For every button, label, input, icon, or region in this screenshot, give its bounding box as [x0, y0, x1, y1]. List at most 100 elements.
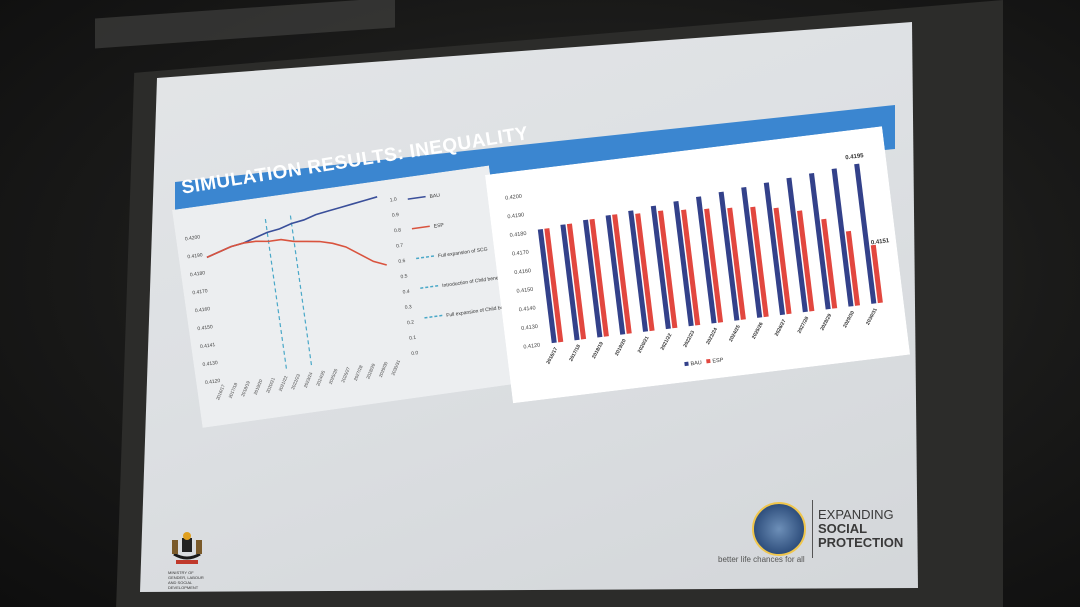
bar-esp — [704, 208, 724, 323]
bar-bau — [560, 224, 580, 341]
bar-esp — [566, 223, 587, 340]
bar-esp — [727, 207, 746, 320]
line-secondary-tick: 0.0 — [411, 350, 419, 357]
bar-bau — [582, 219, 603, 338]
line-legend-item: BAU — [407, 193, 441, 200]
line-y-tick: 0.4120 — [205, 378, 221, 386]
line-y-tick: 0.4130 — [202, 360, 218, 368]
logo-divider — [812, 500, 813, 558]
line-secondary-tick: 0.5 — [400, 273, 408, 280]
line-y-tick: 0.4180 — [190, 270, 206, 278]
bar-esp — [612, 214, 632, 334]
line-y-tick: 0.4170 — [192, 288, 208, 296]
line-legend-item: ESP — [411, 222, 445, 230]
bar-y-tick: 0.4150 — [516, 287, 533, 295]
bar-bau — [628, 210, 649, 332]
uganda-coat-of-arms-icon — [172, 532, 202, 564]
line-y-tick: 0.4150 — [197, 324, 213, 332]
bar-bau — [537, 228, 557, 344]
bar-esp — [657, 210, 678, 329]
logo-line2: SOCIAL — [818, 521, 868, 536]
line-x-tick: 2022/23 — [290, 373, 301, 390]
line-x-tick: 2026/27 — [340, 366, 351, 383]
bar-y-tick: 0.4160 — [514, 268, 531, 276]
line-secondary-tick: 0.1 — [409, 335, 417, 342]
line-dashed-marker — [289, 215, 313, 368]
bar-esp — [589, 218, 609, 337]
line-legend-swatch — [420, 284, 439, 289]
line-secondary-tick: 0.4 — [402, 289, 410, 296]
logo-line3: PROTECTION — [818, 535, 904, 550]
line-y-tick: 0.4141 — [200, 342, 216, 350]
bar-legend-label: ESP — [712, 357, 724, 364]
bar-legend-swatch — [706, 358, 711, 364]
bar-y-tick: 0.4130 — [521, 324, 538, 332]
line-legend-swatch — [407, 195, 426, 200]
people-icon — [752, 502, 806, 556]
line-secondary-tick: 0.7 — [396, 243, 404, 250]
line-secondary-tick: 0.3 — [404, 304, 412, 311]
bar-esp — [797, 210, 815, 312]
line-legend-label: BAU — [429, 193, 440, 200]
line-y-tick: 0.4200 — [185, 234, 201, 242]
line-secondary-tick: 1.0 — [389, 197, 397, 204]
bar-bau — [718, 191, 740, 321]
line-secondary-tick: 0.9 — [392, 212, 400, 219]
bar-y-tick: 0.4200 — [505, 194, 522, 202]
bar-bau — [605, 214, 626, 335]
bar-bau — [695, 196, 717, 324]
bar-y-tick: 0.4170 — [512, 250, 529, 258]
line-secondary-tick: 0.2 — [407, 319, 415, 326]
esp-logo: EXPANDING SOCIAL PROTECTION — [752, 500, 918, 570]
bar-esp — [821, 218, 838, 309]
line-dashed-marker — [264, 219, 288, 371]
line-x-tick: 2027/28 — [353, 364, 364, 381]
bar-legend-label: BAU — [690, 360, 702, 367]
line-legend-label: ESP — [433, 222, 444, 229]
bar-bau — [650, 205, 671, 330]
logo-line1: EXPANDING — [818, 507, 894, 522]
line-x-tick: 2030/31 — [390, 359, 401, 376]
line-secondary-tick: 0.6 — [398, 258, 406, 265]
bar-bau — [673, 200, 694, 327]
bar-legend: BAU ESP — [684, 357, 724, 367]
line-x-tick: 2024/25 — [315, 369, 326, 386]
bar-bau — [763, 182, 786, 316]
line-x-tick: 2018/19 — [240, 380, 251, 397]
line-x-tick: 2016/17 — [215, 383, 226, 400]
bar-bau — [808, 173, 831, 310]
bar-bau — [831, 168, 854, 307]
line-legend-swatch — [411, 225, 430, 230]
line-x-tick: 2019/20 — [253, 378, 264, 395]
bar-esp — [870, 244, 883, 304]
line-x-tick: 2025/26 — [328, 368, 339, 385]
line-y-tick: 0.4160 — [195, 306, 211, 314]
bar-data-label: 0.4195 — [845, 153, 865, 161]
line-x-tick: 2028/29 — [365, 362, 376, 379]
ministry-text: MINISTRY OF GENDER, LABOUR AND SOCIAL DE… — [168, 570, 204, 590]
bar-y-tick: 0.4120 — [523, 343, 540, 351]
bar-y-tick: 0.4180 — [509, 231, 526, 239]
bar-esp — [681, 209, 701, 326]
bar-esp — [544, 228, 564, 343]
line-y-tick: 0.4190 — [187, 252, 203, 260]
bar-y-tick: 0.4140 — [519, 305, 536, 313]
line-chart-bg — [172, 165, 520, 428]
logo-text: EXPANDING SOCIAL PROTECTION — [818, 508, 903, 550]
bar-bau — [854, 163, 877, 304]
bar-esp — [845, 230, 861, 306]
tagline: better life chances for all — [718, 555, 805, 564]
bar-esp — [750, 206, 769, 318]
line-secondary-tick: 0.8 — [394, 227, 402, 234]
bar-esp — [635, 213, 655, 332]
line-chart: 0.42000.41900.41800.41700.41600.41500.41… — [172, 165, 520, 428]
line-x-tick: 2029/30 — [378, 361, 389, 378]
bar-esp — [773, 207, 792, 315]
bar-y-tick: 0.4190 — [507, 212, 524, 220]
bar-chart: 0.4200 0.4190 0.4180 0.4170 0.4160 0.4150 0.41… — [485, 126, 911, 404]
line-x-tick: 2020/21 — [265, 376, 276, 393]
bar-bau — [741, 187, 763, 318]
line-x-tick: 2021/22 — [278, 375, 289, 392]
line-x-tick: 2023/24 — [303, 371, 314, 388]
